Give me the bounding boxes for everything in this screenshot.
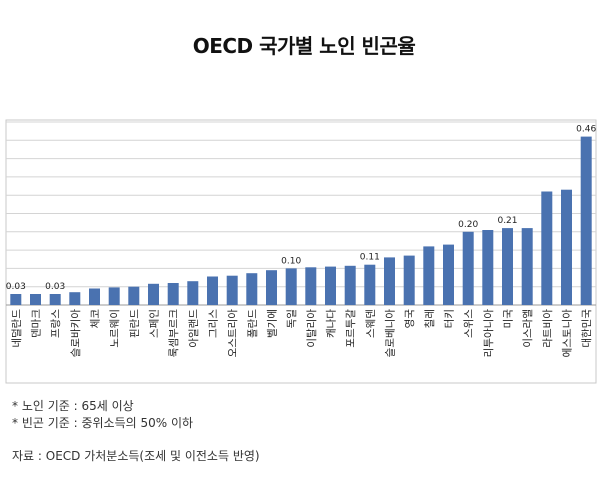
category-label: 벨기에: [267, 309, 279, 338]
category-label: 대한민국: [581, 309, 593, 348]
bar: [364, 264, 376, 305]
category-label: 핀란드: [129, 309, 141, 338]
chart-title: OECD 국가별 노인 빈곤율: [192, 34, 416, 58]
data-label: 0.21: [497, 216, 517, 226]
bar: [443, 244, 454, 305]
bar: [344, 265, 356, 305]
bar: [462, 231, 474, 305]
data-label: 0.10: [281, 256, 301, 266]
data-label: 0.46: [576, 125, 596, 135]
bar: [167, 283, 179, 305]
source-note: 자료 : OECD 가처분소득(조세 및 이전소득 반영): [12, 449, 260, 463]
bar: [266, 270, 277, 305]
category-label: 독일: [285, 309, 298, 328]
bar: [423, 246, 435, 305]
category-label: 덴마크: [31, 309, 43, 338]
bar: [69, 292, 81, 305]
data-label: 0.20: [458, 220, 478, 230]
bar: [148, 283, 159, 305]
bar: [403, 255, 415, 305]
category-label: 캐나다: [326, 309, 338, 338]
category-label: 이스라엘: [521, 309, 534, 348]
category-label: 영국: [404, 309, 416, 329]
category-label: 이탈리아: [305, 309, 318, 348]
bar: [580, 136, 592, 305]
category-label: 노르웨이: [109, 309, 121, 348]
bar: [561, 189, 572, 305]
category-label: 스페인: [149, 309, 161, 338]
bar: [305, 267, 317, 305]
gridlines: [6, 121, 596, 306]
data-label: 0.11: [360, 253, 380, 263]
category-label: 칠레: [424, 309, 436, 328]
category-label: 리투아니아: [483, 309, 495, 358]
bar: [108, 287, 120, 305]
category-label: 룩셈부르크: [168, 309, 180, 358]
bar: [10, 294, 22, 305]
bar: [128, 286, 140, 305]
bar: [482, 230, 494, 305]
category-label: 슬로바키아: [70, 309, 82, 358]
category-label: 스웨덴: [365, 309, 377, 338]
bar: [207, 276, 218, 305]
bar: [89, 288, 100, 305]
bar: [187, 281, 199, 305]
category-label: 오스트리아: [227, 309, 239, 358]
value-labels: 0.03 0.03 0.10 0.11 0.20 0.21 0.46: [6, 125, 597, 292]
category-labels: 네덜란드 덴마크 프랑스 슬로바키아 체코 노르웨이 핀란드 스페인 룩셈부르크 아일랜드 그리스 오…: [11, 309, 593, 358]
category-label: 터키: [444, 309, 456, 328]
data-label: 0.03: [6, 282, 26, 292]
category-label: 라트비아: [542, 309, 554, 348]
bar: [49, 294, 61, 305]
bar-chart: 0.03 0.03 0.10 0.11 0.20 0.21 0.46 네덜란드 덴마크 프랑스 슬…: [5, 119, 597, 384]
category-label: 네덜란드: [11, 309, 23, 348]
category-label: 포르투갈: [344, 309, 357, 348]
category-label: 체코: [90, 309, 102, 329]
bar: [30, 294, 41, 305]
plot-frame: [5, 119, 597, 384]
category-label: 프랑스: [50, 309, 62, 338]
bar: [325, 266, 336, 305]
category-label: 미국: [503, 309, 515, 329]
category-label: 에스토니아: [562, 309, 574, 358]
bar: [246, 273, 258, 305]
category-label: 스위스: [462, 309, 475, 338]
category-label: 아일랜드: [187, 309, 200, 348]
bar: [541, 191, 553, 305]
category-label: 그리스: [208, 309, 220, 338]
category-label: 슬로베니아: [385, 309, 397, 358]
note-poverty-criterion: * 빈곤 기준 : 중위소득의 50% 이하: [12, 416, 194, 430]
bar: [502, 228, 513, 305]
bar: [285, 268, 297, 305]
bar: [226, 275, 238, 305]
bars: [10, 136, 592, 305]
category-label: 폴란드: [247, 309, 259, 338]
note-age-criterion: * 노인 기준 : 65세 이상: [12, 399, 134, 413]
bar: [384, 257, 395, 305]
bar: [521, 228, 533, 305]
data-label: 0.03: [45, 282, 65, 292]
